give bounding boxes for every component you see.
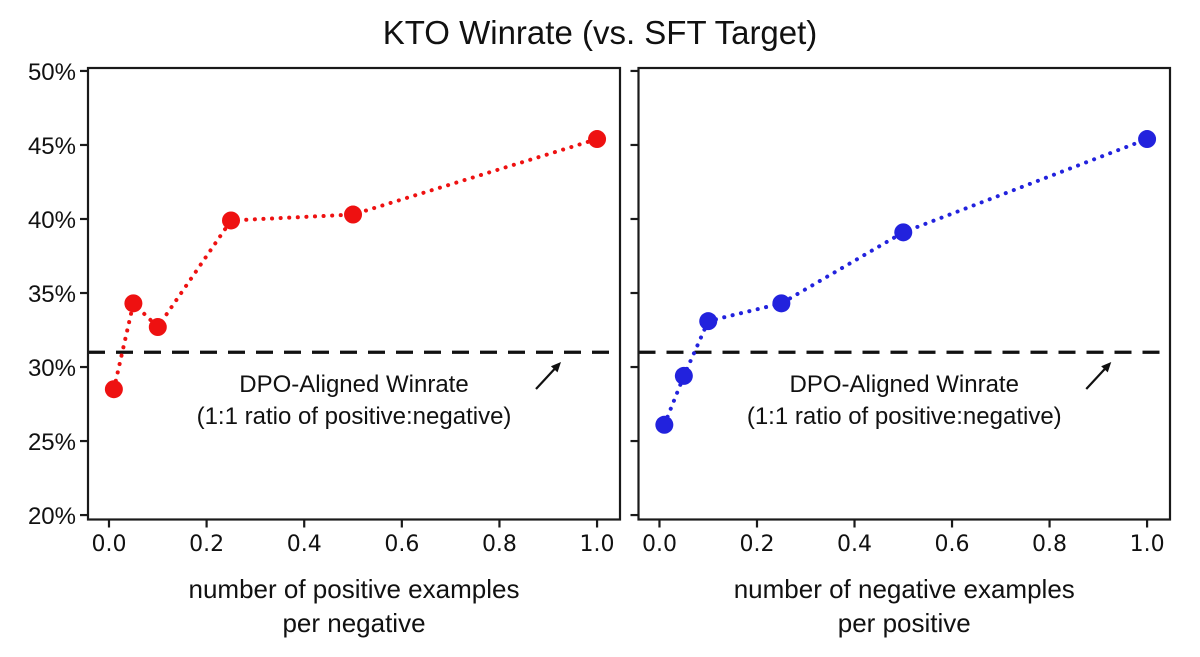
x-tick-label: 0.4 — [287, 532, 322, 557]
x-tick-label: 0.2 — [739, 532, 774, 557]
x-axis-label: per positive — [838, 608, 971, 638]
x-tick-label: 1.0 — [1130, 532, 1165, 557]
x-tick-label: 0.8 — [1032, 532, 1067, 557]
data-point — [699, 312, 718, 331]
x-tick-label: 0.2 — [189, 532, 224, 557]
x-tick-label: 0.4 — [837, 532, 872, 557]
axes-frame — [637, 66, 1172, 521]
x-axis-label: number of positive examples — [189, 574, 520, 604]
data-point — [1138, 130, 1157, 149]
chart-title: KTO Winrate (vs. SFT Target) — [383, 14, 818, 51]
y-tick-label: 35% — [28, 281, 76, 308]
y-tick-label: 50% — [28, 59, 76, 86]
annotation-arrow-head — [1101, 362, 1112, 373]
y-tick-label: 20% — [28, 503, 76, 530]
data-point — [772, 294, 791, 313]
y-tick-label: 45% — [28, 133, 76, 160]
subplot-negative-ratio-sweep: 0.0 0.2 0.4 0.6 0.8 1.0 number of negative exa… — [630, 66, 1172, 638]
data-point — [124, 294, 143, 313]
reference-annotation: (1:1 ratio of positive:negative) — [747, 403, 1062, 430]
reference-annotation: DPO-Aligned Winrate — [239, 371, 468, 398]
x-tick-label: 0.6 — [384, 532, 419, 557]
x-axis-label: number of negative examples — [734, 574, 1075, 604]
data-point — [894, 223, 913, 242]
annotation-arrow-shaft — [1085, 365, 1108, 390]
x-tick-label: 0.8 — [482, 532, 517, 557]
data-point — [588, 130, 607, 149]
x-tick-label: 0.6 — [935, 532, 970, 557]
data-point — [222, 211, 241, 230]
annotation-arrow-shaft — [535, 365, 558, 390]
data-point — [674, 366, 693, 385]
reference-annotation: DPO-Aligned Winrate — [790, 371, 1019, 398]
data-point — [344, 205, 363, 224]
subplots-group: 50% 45% 40% 35% 30% 25% 20% 0.0 0.2 0.4 0.6 0.8 1.0 n… — [28, 59, 1172, 638]
y-tick-label: 40% — [28, 207, 76, 234]
x-axis-label: per negative — [282, 608, 425, 638]
y-tick-label: 30% — [28, 355, 76, 382]
y-tick-label: 25% — [28, 429, 76, 456]
reference-annotation: (1:1 ratio of positive:negative) — [197, 403, 512, 430]
x-tick-label: 0.0 — [642, 532, 677, 557]
annotation-arrow-head — [550, 362, 561, 373]
data-point — [148, 318, 167, 337]
data-point — [104, 380, 123, 399]
x-tick-label: 1.0 — [580, 532, 615, 557]
x-tick-label: 0.0 — [91, 532, 126, 557]
data-point — [655, 415, 674, 434]
axes-frame — [86, 66, 622, 521]
subplot-positive-ratio-sweep: 50% 45% 40% 35% 30% 25% 20% 0.0 0.2 0.4 0.6 0.8 1.0 n… — [28, 59, 622, 638]
